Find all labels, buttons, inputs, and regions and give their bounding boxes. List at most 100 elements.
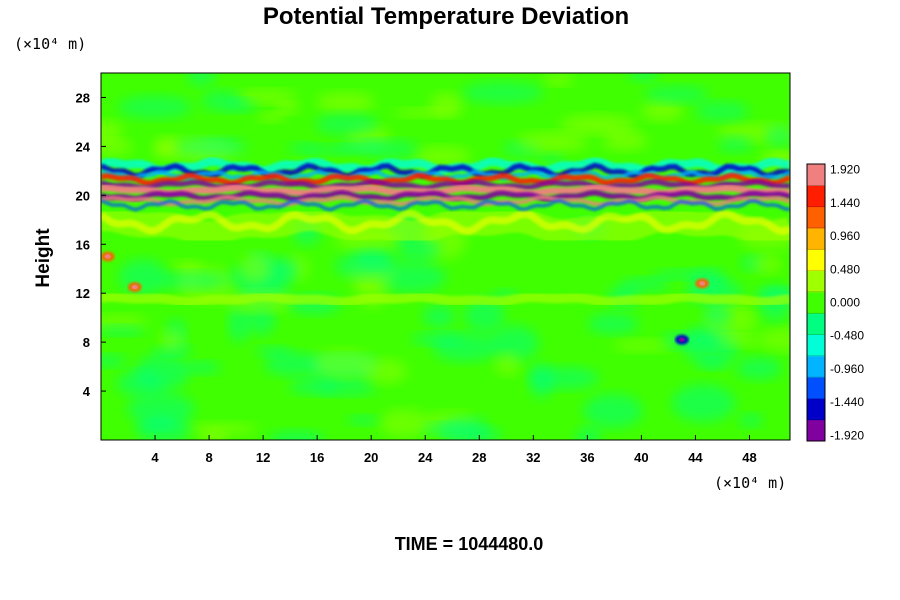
field-patch	[158, 271, 229, 290]
field-patch	[202, 429, 227, 440]
colorbar-swatch	[807, 206, 825, 229]
field-patch	[696, 358, 730, 370]
field-patch	[464, 298, 505, 332]
field-patch	[170, 259, 205, 271]
field-patch	[750, 254, 783, 274]
colorbar-tick-label: -0.480	[830, 329, 864, 343]
colorbar-swatch	[807, 355, 825, 378]
field-patch	[267, 430, 326, 440]
positive-anomaly-core	[131, 284, 138, 290]
band-stripe	[101, 209, 790, 236]
plot-frame	[100, 72, 791, 441]
field-patch	[422, 305, 456, 328]
field-patch	[101, 120, 124, 143]
field-patch	[694, 101, 750, 122]
y-axis-label: Height	[33, 228, 54, 288]
field-patch	[393, 108, 459, 118]
field-patch	[612, 339, 673, 352]
colorbar-swatch	[807, 249, 825, 272]
field-patch	[225, 99, 257, 113]
x-tick-label: 32	[526, 450, 540, 465]
colorbar-tick-label: -0.960	[830, 362, 864, 376]
colorbar-tick-label: 0.480	[830, 262, 860, 276]
colorbar-swatch	[807, 398, 825, 421]
field-patch	[702, 303, 732, 327]
field-patch	[461, 81, 544, 104]
field-patch	[410, 332, 463, 346]
field-patch	[602, 131, 648, 151]
field-patch	[716, 334, 760, 348]
x-ticks: 4 8 12 16 20 24 28 32 36 40 44 48	[151, 435, 757, 465]
field-patch	[543, 74, 574, 86]
y-tick-label: 28	[76, 90, 90, 105]
field-patch	[360, 139, 420, 158]
field-patch	[312, 350, 375, 378]
field-patch	[101, 354, 128, 368]
positive-anomaly-core	[699, 281, 706, 286]
field-patch	[495, 352, 521, 376]
x-tick-label: 16	[310, 450, 324, 465]
x-tick-label: 28	[472, 450, 486, 465]
field-patch	[575, 427, 602, 440]
positive-anomaly-core	[104, 254, 111, 259]
field-patch	[101, 139, 133, 156]
field-patch	[289, 378, 339, 395]
time-label: TIME = 1044480.0	[395, 534, 544, 554]
field-patch	[346, 415, 380, 426]
field-patch	[516, 132, 588, 152]
field-patch	[257, 112, 286, 123]
colorbar-swatch	[807, 164, 825, 186]
colorbar-tick-label: 1.440	[830, 196, 860, 210]
field-patch	[314, 113, 379, 136]
field-patch	[671, 384, 736, 423]
field-patch	[116, 371, 164, 396]
field-patch	[316, 92, 375, 113]
x-tick-label: 20	[364, 450, 378, 465]
field-patch	[101, 314, 148, 329]
field-patch	[643, 85, 710, 104]
x-tick-label: 24	[418, 450, 433, 465]
y-tick-label: 8	[83, 335, 90, 350]
field-patch	[587, 313, 639, 335]
x-tick-label: 40	[634, 450, 648, 465]
field-patch	[275, 102, 300, 114]
x-tick-label: 12	[256, 450, 270, 465]
colorbar-swatch	[807, 334, 825, 357]
x-tick-label: 48	[742, 450, 756, 465]
field-patch	[377, 262, 447, 293]
field-patch	[153, 345, 194, 357]
field-patch	[459, 416, 488, 440]
colorbar-swatch	[807, 313, 825, 335]
field-patch	[101, 325, 146, 336]
field-patch	[363, 358, 408, 384]
field-patch	[717, 136, 753, 153]
field-patch	[160, 329, 184, 351]
field-patch	[287, 142, 319, 154]
band-stripe	[101, 184, 790, 197]
x-unit-label: (×10⁴ m)	[714, 474, 786, 492]
field-patch	[302, 144, 368, 156]
band-stripe	[101, 291, 790, 307]
negative-anomaly-core	[678, 337, 685, 342]
y-tick-label: 20	[76, 188, 90, 203]
field-patch	[334, 252, 396, 279]
chart-title: Potential Temperature Deviation	[263, 3, 629, 30]
field-patch	[736, 357, 783, 380]
field-patch	[559, 114, 637, 135]
y-tick-label: 4	[83, 384, 91, 399]
y-unit-label: (×10⁴ m)	[14, 35, 86, 53]
colorbar-swatch	[807, 227, 825, 250]
field-patch	[240, 253, 272, 284]
field-patch	[174, 137, 248, 157]
colorbar-swatch	[807, 377, 825, 399]
colorbar-frame	[806, 163, 826, 442]
colorbar-tick-label: 0.000	[830, 296, 860, 310]
colorbar-swatch	[807, 270, 825, 293]
field-patch	[187, 422, 258, 436]
field-patch	[529, 363, 554, 399]
x-tick-label: 8	[205, 450, 212, 465]
field-marks	[101, 73, 790, 440]
y-tick-label: 24	[76, 139, 91, 154]
field-patch	[379, 409, 429, 438]
plot-area	[101, 73, 790, 440]
